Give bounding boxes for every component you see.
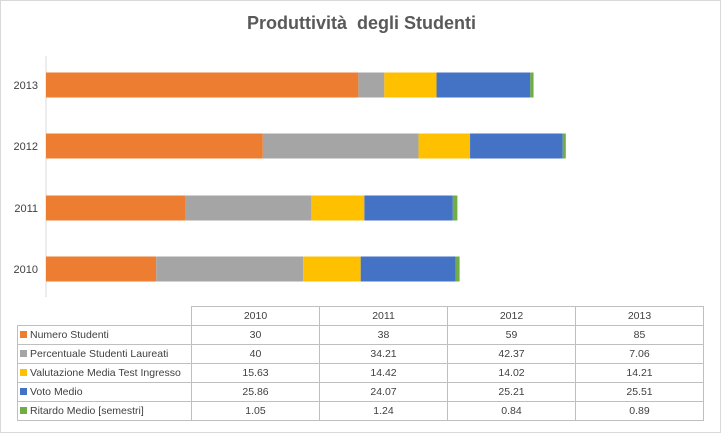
table-cell: 14.42 [319,363,448,383]
stacked-bar-plot: 2010 2011 2012 2013 [14,56,566,297]
table-year-header: 2011 [319,306,448,326]
bar-segment [436,72,531,98]
table-corner-cell [17,306,192,326]
table-cell: 1.24 [319,401,448,421]
bar-segment [262,133,419,159]
table-row-label: Voto Medio [17,382,192,402]
bar-segment [530,72,534,98]
table-cell: 0.89 [575,401,704,421]
table-row-label: Ritardo Medio [semestri] [17,401,192,421]
table-cell: 15.63 [191,363,320,383]
bar-segment [303,256,361,282]
table-cell: 14.21 [575,363,704,383]
table-row-label: Numero Studenti [17,325,192,345]
table-cell: 14.02 [447,363,576,383]
table-cell: 34.21 [319,344,448,364]
table-cell: 40 [191,344,320,364]
bar-segment [46,256,157,282]
table-row: Percentuale Studenti Laureati 40 34.21 42.3… [17,344,704,364]
bar-segment [455,256,460,282]
data-table-header-row: 2010 2011 2012 2013 [17,306,704,326]
bar-segment [358,72,385,98]
series-name: Percentuale Studenti Laureati [30,348,169,360]
table-row-label: Valutazione Media Test Ingresso [17,363,192,383]
table-cell: 85 [575,325,704,345]
legend-key [20,331,27,338]
bar-segment [452,195,458,221]
table-cell: 25.21 [447,382,576,402]
table-cell: 1.05 [191,401,320,421]
bar-segment [46,195,186,221]
table-year-header: 2013 [575,306,704,326]
bar-segment [360,256,456,282]
table-cell: 59 [447,325,576,345]
legend-key [20,407,27,414]
series-name: Valutazione Media Test Ingresso [30,367,181,379]
table-year-header: 2010 [191,306,320,326]
table-cell: 7.06 [575,344,704,364]
table-cell: 38 [319,325,448,345]
table-cell: 30 [191,325,320,345]
y-tick-label: 2010 [14,264,38,276]
legend-key [20,388,27,395]
table-row: Voto Medio 25.86 24.07 25.21 25.51 [17,382,704,402]
table-cell: 24.07 [319,382,448,402]
table-cell: 0.84 [447,401,576,421]
bar-segment [470,133,563,159]
bar-segment [185,195,312,221]
bar-segment [46,133,263,159]
y-tick-label: 2011 [14,203,38,215]
table-cell: 25.51 [575,382,704,402]
bar-segment [418,133,471,159]
chart-title: Produttività degli Studenti [247,13,476,33]
series-name: Ritardo Medio [semestri] [30,405,144,417]
y-tick-label: 2013 [14,80,38,92]
table-row: Ritardo Medio [semestri] 1.05 1.24 0.84 0.89 [17,401,704,421]
bar-segment [46,72,359,98]
legend-key [20,350,27,357]
bar-segment [384,72,437,98]
table-cell: 25.86 [191,382,320,402]
bar-segment [562,133,566,159]
table-year-header: 2012 [447,306,576,326]
bar-segment [364,195,453,221]
table-row-label: Percentuale Studenti Laureati [17,344,192,364]
data-table: 2010 2011 2012 2013 Numero Studenti 30 38 5… [17,306,704,421]
series-name: Numero Studenti [30,329,109,341]
series-name: Voto Medio [30,386,83,398]
table-row: Valutazione Media Test Ingresso 15.63 14.4… [17,363,704,383]
y-tick-label: 2012 [14,141,38,153]
legend-key [20,369,27,376]
bar-segment [156,256,304,282]
table-row: Numero Studenti 30 38 59 85 [17,325,704,345]
bar-segment [311,195,365,221]
table-cell: 42.37 [447,344,576,364]
